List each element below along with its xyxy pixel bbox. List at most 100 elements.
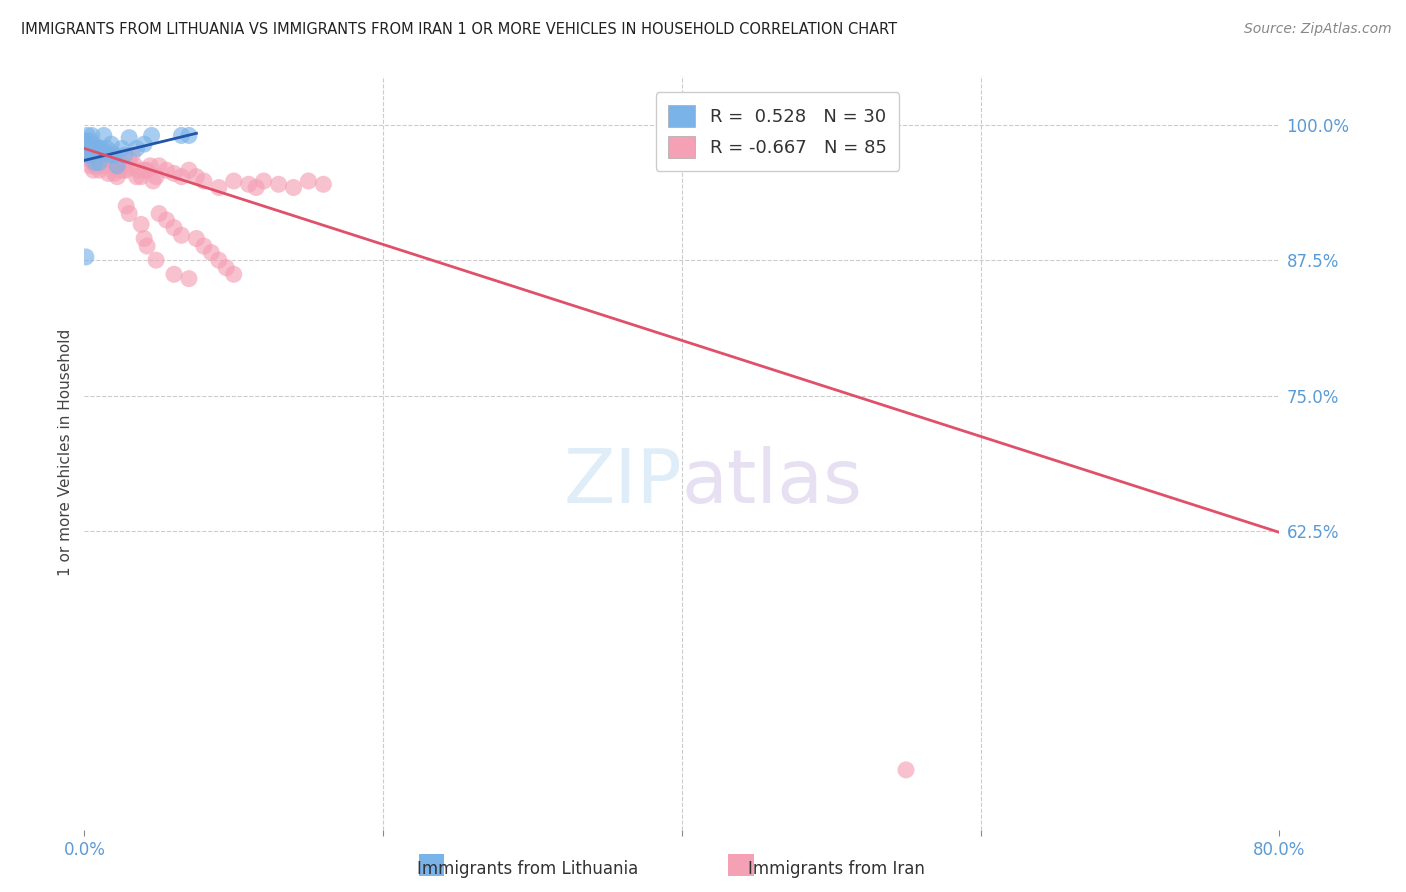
Point bbox=[94, 145, 117, 159]
Legend: R =  0.528   N = 30, R = -0.667   N = 85: R = 0.528 N = 30, R = -0.667 N = 85 bbox=[655, 93, 900, 170]
Point bbox=[193, 239, 215, 253]
Point bbox=[208, 180, 231, 194]
Point bbox=[312, 178, 335, 192]
Point bbox=[105, 159, 128, 173]
Point bbox=[77, 153, 100, 167]
Point bbox=[89, 163, 111, 178]
Point bbox=[155, 163, 177, 178]
Point bbox=[75, 134, 97, 148]
Point bbox=[83, 155, 105, 169]
Point bbox=[125, 141, 148, 155]
Point bbox=[125, 169, 148, 184]
Point bbox=[253, 174, 276, 188]
Point bbox=[222, 267, 245, 281]
Point bbox=[96, 141, 118, 155]
Point bbox=[111, 141, 134, 155]
Point bbox=[114, 148, 136, 162]
Point bbox=[186, 169, 208, 184]
Point bbox=[105, 159, 128, 173]
Point bbox=[75, 134, 97, 148]
Point bbox=[208, 253, 231, 268]
Point bbox=[105, 169, 128, 184]
Point bbox=[76, 145, 98, 159]
Point bbox=[77, 145, 100, 159]
Point bbox=[86, 139, 108, 153]
Text: ZIP: ZIP bbox=[564, 446, 682, 519]
Point bbox=[118, 206, 141, 220]
Point bbox=[89, 155, 111, 169]
Text: atlas: atlas bbox=[682, 446, 863, 519]
Point bbox=[77, 153, 100, 167]
Point bbox=[129, 218, 152, 232]
Point bbox=[79, 159, 101, 173]
Point bbox=[101, 155, 124, 169]
Point bbox=[82, 163, 104, 178]
Point bbox=[238, 178, 260, 192]
Point bbox=[97, 153, 120, 167]
Point bbox=[76, 148, 98, 162]
Point bbox=[267, 178, 290, 192]
Point bbox=[76, 128, 98, 143]
Point bbox=[222, 174, 245, 188]
Point bbox=[245, 180, 267, 194]
Text: Immigrants from Lithuania: Immigrants from Lithuania bbox=[416, 860, 638, 878]
Point bbox=[80, 128, 103, 143]
Point bbox=[100, 145, 122, 159]
Point bbox=[124, 159, 146, 173]
Point bbox=[118, 130, 141, 145]
Point bbox=[121, 148, 143, 162]
Text: Source: ZipAtlas.com: Source: ZipAtlas.com bbox=[1244, 22, 1392, 37]
Point bbox=[148, 206, 170, 220]
Point bbox=[86, 141, 108, 155]
Point bbox=[79, 141, 101, 155]
Point bbox=[87, 159, 110, 173]
Point bbox=[103, 153, 125, 167]
Point bbox=[132, 231, 156, 245]
Point bbox=[136, 239, 159, 253]
Point bbox=[111, 159, 134, 173]
Point bbox=[118, 153, 141, 167]
Point bbox=[163, 220, 186, 235]
Point bbox=[103, 148, 125, 162]
Point bbox=[115, 163, 138, 178]
Point bbox=[87, 153, 110, 167]
Point bbox=[96, 155, 118, 169]
Point bbox=[177, 271, 200, 285]
Point bbox=[129, 169, 152, 184]
Point bbox=[170, 128, 193, 143]
Point bbox=[215, 260, 238, 275]
Point bbox=[115, 199, 138, 213]
Point bbox=[200, 245, 222, 260]
Point bbox=[77, 137, 100, 152]
Point bbox=[91, 153, 114, 167]
Point bbox=[177, 128, 200, 143]
Point bbox=[141, 128, 163, 143]
Point bbox=[170, 228, 193, 243]
Point bbox=[98, 148, 121, 162]
Point bbox=[86, 141, 108, 155]
Point bbox=[163, 267, 186, 281]
Point bbox=[79, 134, 101, 148]
Point bbox=[89, 145, 111, 159]
Point bbox=[136, 163, 159, 178]
Point bbox=[82, 145, 104, 159]
Point bbox=[100, 137, 122, 152]
Point bbox=[139, 159, 162, 173]
Y-axis label: 1 or more Vehicles in Household: 1 or more Vehicles in Household bbox=[58, 329, 73, 576]
Point bbox=[297, 174, 319, 188]
Point bbox=[177, 163, 200, 178]
Point bbox=[100, 159, 122, 173]
Point bbox=[91, 145, 114, 159]
Point bbox=[132, 163, 156, 178]
Point bbox=[145, 253, 167, 268]
Text: Immigrants from Iran: Immigrants from Iran bbox=[748, 860, 925, 878]
Point bbox=[142, 174, 165, 188]
Point bbox=[82, 148, 104, 162]
Point bbox=[98, 148, 121, 162]
Point bbox=[193, 174, 215, 188]
Point bbox=[83, 159, 105, 173]
Point bbox=[283, 180, 305, 194]
Point bbox=[170, 169, 193, 184]
Point bbox=[155, 213, 177, 227]
Point bbox=[163, 166, 186, 180]
